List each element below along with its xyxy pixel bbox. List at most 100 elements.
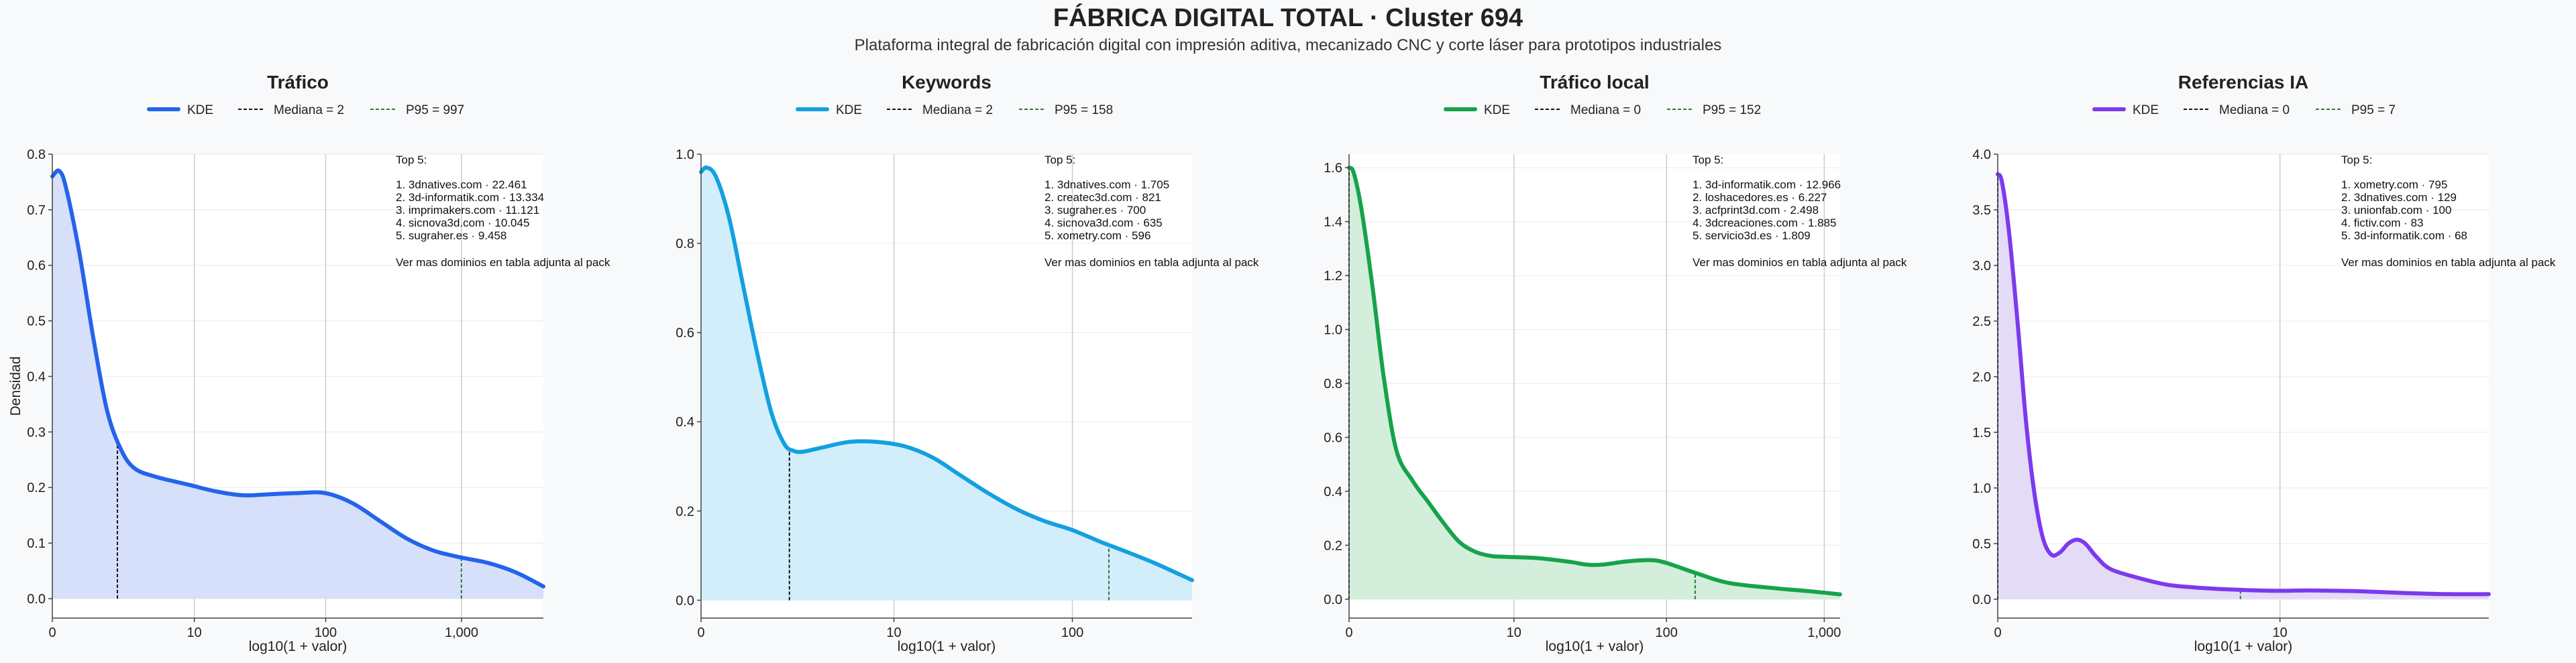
top5-line: 5. xometry.com · 596 bbox=[1044, 229, 1150, 242]
top5-line: 5. servicio3d.es · 1.809 bbox=[1693, 229, 1811, 242]
top5-line: 3. unionfab.com · 100 bbox=[2341, 204, 2451, 217]
y-tick-label: 4.0 bbox=[1972, 147, 1991, 162]
top5-line: 3. imprimakers.com · 11.121 bbox=[396, 204, 539, 217]
x-tick-label: 0 bbox=[48, 625, 56, 640]
y-tick-label: 0.6 bbox=[1324, 430, 1342, 445]
kde-area bbox=[1349, 168, 1840, 599]
x-tick-label: 10 bbox=[2273, 625, 2288, 640]
top5-line: Top 5: bbox=[1044, 154, 1075, 166]
legend: KDE Mediana = 0 P95 = 152 bbox=[1444, 103, 1761, 117]
chart-panel-3: 0.0 0.2 0.4 0.6 0.8 1.0 1.2 1.4 1.6 0 10 100 1,000 lo… bbox=[1324, 72, 1907, 654]
y-tick-label: 0.2 bbox=[1324, 538, 1342, 553]
top5-line: 1. 3d-informatik.com · 12.966 bbox=[1693, 178, 1841, 191]
x-tick-label: 0 bbox=[697, 625, 704, 640]
top5-line: 2. loshacedores.es · 6.227 bbox=[1693, 191, 1827, 204]
top5-line: 4. sicnova3d.com · 10.045 bbox=[396, 217, 529, 229]
kde-line bbox=[50, 168, 545, 589]
y-tick-label: 0.3 bbox=[27, 425, 46, 440]
page-subtitle: Plataforma integral de fabricación digit… bbox=[854, 36, 1722, 54]
y-tick-label: 0.4 bbox=[676, 415, 694, 430]
top5-line: 4. 3dcreaciones.com · 1.885 bbox=[1693, 217, 1837, 229]
y-tick-label: 2.5 bbox=[1972, 314, 1991, 329]
y-tick-label: 1.5 bbox=[1972, 426, 1991, 440]
top5-line: 2. createc3d.com · 821 bbox=[1044, 191, 1161, 204]
legend: KDE Mediana = 0 P95 = 7 bbox=[2092, 103, 2396, 117]
top5-line: 4. fictiv.com · 83 bbox=[2341, 217, 2424, 229]
x-axis-label: log10(1 + valor) bbox=[249, 639, 347, 654]
y-tick-label: 1.4 bbox=[1324, 215, 1342, 230]
x-axis-label: log10(1 + valor) bbox=[898, 639, 996, 654]
legend-kde-label: KDE bbox=[187, 103, 213, 117]
top5-line: 1. 3dnatives.com · 22.461 bbox=[396, 178, 527, 191]
chart-title: Referencias IA bbox=[2178, 72, 2309, 93]
legend-p95-label: P95 = 152 bbox=[1703, 103, 1761, 117]
y-tick-label: 0.4 bbox=[1324, 485, 1342, 499]
y-tick-label: 0.7 bbox=[27, 203, 46, 218]
y-tick-label: 3.5 bbox=[1972, 203, 1991, 218]
y-tick-label: 0.8 bbox=[27, 147, 46, 162]
top5-line: 1. 3dnatives.com · 1.705 bbox=[1044, 178, 1169, 191]
kde-area bbox=[701, 167, 1192, 601]
top5-line: 1. xometry.com · 795 bbox=[2341, 178, 2447, 191]
top5-line: Ver mas dominios en tabla adjunta al pac… bbox=[396, 256, 610, 269]
x-tick-label: 0 bbox=[1345, 625, 1352, 640]
chart-panel-2: 0.0 0.2 0.4 0.6 0.8 1.0 0 10 100 log10(1 + valor)… bbox=[676, 72, 1259, 654]
chart-title: Tráfico bbox=[267, 72, 329, 93]
y-tick-label: 0.0 bbox=[1324, 593, 1342, 607]
top5-line: 3. acfprint3d.com · 2.498 bbox=[1693, 204, 1819, 217]
y-tick-label: 0.4 bbox=[27, 369, 46, 384]
x-tick-label: 10 bbox=[1507, 625, 1521, 640]
x-tick-label: 0 bbox=[1994, 625, 2001, 640]
kde-area bbox=[1998, 174, 2489, 599]
legend-p95-label: P95 = 7 bbox=[2351, 103, 2396, 117]
legend-p95-label: P95 = 158 bbox=[1055, 103, 1113, 117]
legend-p95-label: P95 = 997 bbox=[406, 103, 464, 117]
y-tick-label: 1.6 bbox=[1324, 161, 1342, 176]
legend-kde-label: KDE bbox=[2133, 103, 2159, 117]
top5-line: 5. sugraher.es · 9.458 bbox=[396, 229, 506, 242]
y-tick-label: 0.8 bbox=[1324, 377, 1342, 391]
y-tick-label: 3.0 bbox=[1972, 259, 1991, 274]
y-tick-label: 0.5 bbox=[1972, 537, 1991, 552]
y-tick-label: 0.6 bbox=[27, 259, 46, 274]
legend: KDE Mediana = 2 P95 = 997 bbox=[147, 103, 464, 117]
kde-line bbox=[699, 165, 1194, 583]
y-tick-label: 2.0 bbox=[1972, 370, 1991, 385]
kde-area bbox=[52, 170, 543, 599]
kde-line bbox=[1347, 166, 1842, 597]
legend-kde-label: KDE bbox=[1484, 103, 1510, 117]
x-tick-label: 100 bbox=[1061, 625, 1083, 640]
y-tick-label: 0.0 bbox=[27, 592, 46, 607]
x-axis-label: log10(1 + valor) bbox=[1546, 639, 1644, 654]
y-tick-label: 0.6 bbox=[676, 326, 694, 341]
legend: KDE Mediana = 2 P95 = 158 bbox=[796, 103, 1113, 117]
top5-line: Ver mas dominios en tabla adjunta al pac… bbox=[1044, 256, 1259, 269]
top5-line: Top 5: bbox=[2341, 154, 2372, 166]
chart-panel-1: 0.0 0.1 0.2 0.3 0.4 0.5 0.6 0.7 0.8 0 10 100 1,000 lo… bbox=[8, 72, 610, 654]
y-tick-label: 0.2 bbox=[27, 481, 46, 495]
legend-median-label: Mediana = 2 bbox=[274, 103, 344, 117]
chart-title: Tráfico local bbox=[1540, 72, 1649, 93]
top5-line: Ver mas dominios en tabla adjunta al pac… bbox=[1693, 256, 1907, 269]
top5-line: 2. 3d-informatik.com · 13.334 bbox=[396, 191, 544, 204]
x-tick-label: 100 bbox=[1656, 625, 1678, 640]
y-tick-label: 1.0 bbox=[1324, 323, 1342, 338]
y-tick-label: 1.0 bbox=[676, 147, 694, 162]
x-tick-label: 1,000 bbox=[445, 625, 478, 640]
y-tick-label: 0.0 bbox=[676, 593, 694, 608]
x-tick-label: 100 bbox=[315, 625, 337, 640]
top5-line: Ver mas dominios en tabla adjunta al pac… bbox=[2341, 256, 2556, 269]
top5-line: Top 5: bbox=[396, 154, 427, 166]
y-tick-label: 0.5 bbox=[27, 314, 46, 329]
legend-median-label: Mediana = 0 bbox=[2219, 103, 2290, 117]
top5-line: Top 5: bbox=[1693, 154, 1723, 166]
top5-line: 5. 3d-informatik.com · 68 bbox=[2341, 229, 2467, 242]
y-tick-label: 1.2 bbox=[1324, 269, 1342, 284]
x-axis-label: log10(1 + valor) bbox=[2194, 639, 2293, 654]
